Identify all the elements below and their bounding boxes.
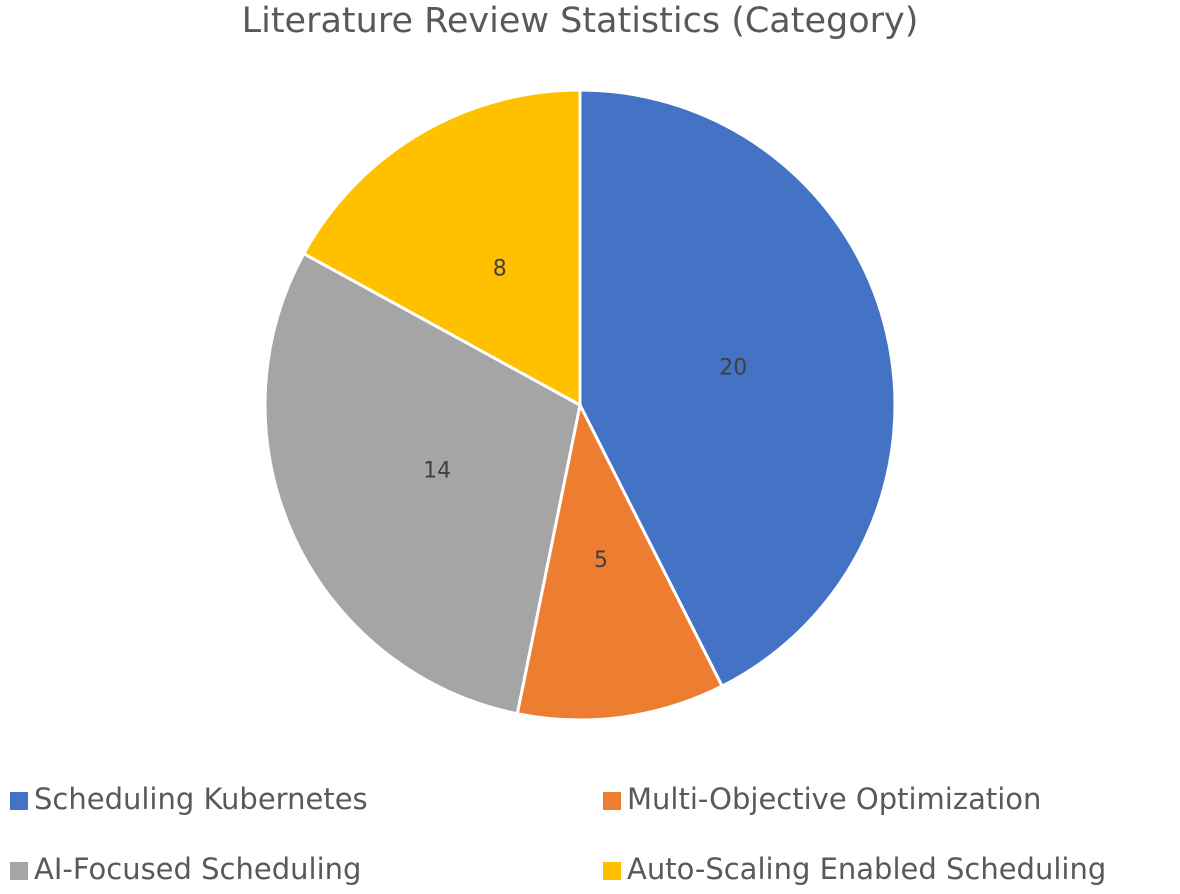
data-label: 5: [594, 548, 608, 573]
data-label: 20: [719, 355, 747, 380]
pie-slice: [515, 400, 725, 722]
legend-label: AI-Focused Scheduling: [34, 852, 361, 886]
legend-swatch: [603, 862, 621, 880]
pie-slice: [263, 251, 582, 716]
legend-swatch: [10, 862, 28, 880]
data-label: 14: [423, 458, 451, 483]
pie-slice: [578, 88, 897, 689]
legend-label: Multi-Objective Optimization: [627, 782, 1041, 816]
legend-label: Scheduling Kubernetes: [34, 782, 368, 816]
legend-swatch: [10, 792, 28, 810]
pie-slice: [301, 88, 582, 408]
legend-label: Auto-Scaling Enabled Scheduling: [627, 852, 1106, 886]
legend-swatch: [603, 792, 621, 810]
data-label: 8: [493, 256, 507, 281]
chart-title: Literature Review Statistics (Category): [242, 1, 919, 41]
